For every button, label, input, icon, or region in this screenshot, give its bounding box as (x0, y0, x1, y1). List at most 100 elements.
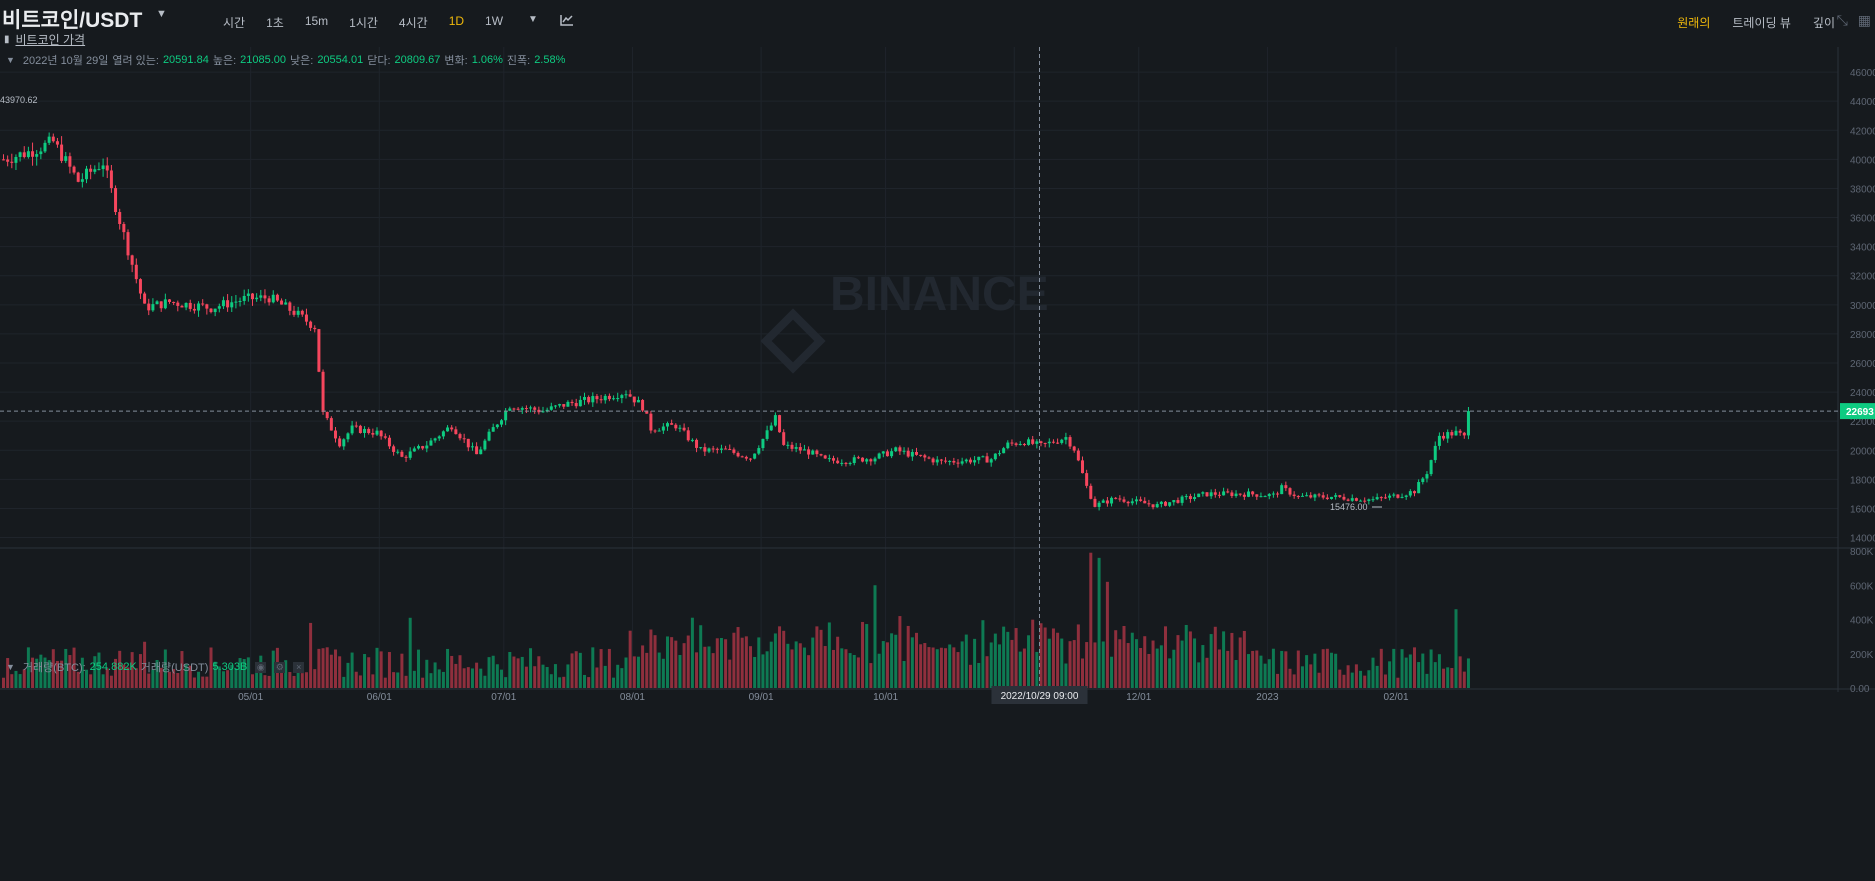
collapse-caret-icon[interactable]: ▼ (6, 55, 15, 65)
interval-1d[interactable]: 1D (448, 14, 465, 28)
candle-body (612, 398, 616, 400)
volume-bar (450, 655, 454, 688)
interval-more-icon[interactable]: ▼ (528, 14, 538, 25)
indicator-icon[interactable] (560, 14, 574, 31)
volume-bar (234, 668, 238, 688)
chart-area[interactable]: BINANCE 48000.00 46000.00 44000.00 42000.00 4… (0, 47, 1875, 881)
volume-bar (707, 646, 711, 688)
volume-bar (881, 641, 885, 688)
candle-body (520, 408, 524, 410)
price-chart-svg[interactable]: BINANCE 48000.00 46000.00 44000.00 42000.00 4… (0, 47, 1875, 881)
volume-tick-label: 0.00 (1850, 684, 1870, 695)
candle-body (1242, 494, 1246, 497)
candle-body (1085, 473, 1089, 486)
close-icon[interactable]: × (293, 661, 305, 673)
settings-icon[interactable]: ⚙ (274, 661, 286, 673)
max-price-label: 43970.62 (0, 95, 38, 105)
candle-body (85, 168, 88, 180)
price-tick-label: 24000.00 (1850, 388, 1875, 399)
volume-bar (14, 670, 18, 688)
volume-bar (529, 648, 533, 688)
volume-bar (122, 664, 126, 688)
candle-body (944, 460, 948, 462)
price-info-link[interactable]: 비트코인 가격 (15, 33, 86, 47)
caret-down-icon[interactable]: ▼ (156, 8, 167, 20)
volume-bar (396, 672, 400, 688)
candle-body (1002, 448, 1006, 454)
interval-time[interactable]: 시간 (223, 16, 246, 30)
interval-1h[interactable]: 1시간 (349, 16, 378, 30)
candle-body (64, 156, 68, 161)
candle-body (383, 436, 387, 438)
candle-body (1118, 498, 1122, 500)
view-depth[interactable]: 깊이 (1812, 16, 1835, 30)
volume-bar (317, 648, 321, 688)
candle-body (155, 301, 159, 305)
volume-bar (1035, 651, 1039, 688)
volume-bar (1043, 627, 1047, 688)
view-tradingview[interactable]: 트레이딩 뷰 (1732, 16, 1791, 30)
layout-icon[interactable]: ▦ (1857, 12, 1871, 28)
interval-1w[interactable]: 1W (485, 14, 504, 28)
chart-toolbar: ⤡ ▦ (1837, 12, 1871, 29)
volume-bar (126, 667, 130, 688)
interval-15m[interactable]: 15m (304, 14, 329, 28)
candle-body (1114, 497, 1118, 499)
candle-body (1371, 499, 1375, 501)
candle-body (450, 427, 454, 430)
volume-bar (1010, 639, 1014, 688)
eye-icon[interactable]: ◉ (255, 661, 267, 673)
candle-body (18, 152, 22, 157)
view-original[interactable]: 원래의 (1677, 16, 1711, 30)
candle-body (408, 451, 412, 458)
volume-bar (807, 655, 811, 688)
interval-1s[interactable]: 1초 (266, 16, 284, 30)
volume-bar (1400, 649, 1404, 688)
volume-bar (1118, 639, 1122, 688)
candle-body (1338, 495, 1342, 497)
candle-body (1205, 492, 1209, 497)
crosshair-date-tag (991, 686, 1088, 704)
candle-body (313, 327, 317, 330)
volume-bar (379, 651, 383, 688)
time-tick-label: 09/01 (749, 692, 774, 703)
candle-body (1413, 491, 1416, 494)
volume-bar (690, 617, 694, 688)
candle-body (246, 293, 250, 296)
candle-body (1292, 494, 1296, 497)
crosshair-date-label: 2022/10/29 09:00 (1001, 691, 1079, 702)
candle-body (773, 415, 777, 426)
candle-body (284, 302, 288, 305)
volume-bar (1342, 674, 1346, 688)
collapse-icon[interactable]: ⤡ (1836, 12, 1848, 28)
volume-bar (981, 620, 985, 688)
interval-4h[interactable]: 4시간 (398, 16, 428, 30)
candle-body (151, 304, 155, 311)
candle-body (97, 169, 101, 171)
time-tick-label: 02/01 (1384, 692, 1409, 703)
candle-body (1437, 435, 1441, 446)
price-tick-label: 26000.00 (1850, 359, 1875, 370)
candle-body (1134, 499, 1138, 502)
volume-bar (964, 634, 968, 688)
volume-bar (628, 630, 632, 688)
candle-body (956, 462, 960, 464)
candle-body (516, 408, 520, 410)
candle-body (6, 159, 10, 162)
candle-body (624, 394, 628, 396)
candle-body (1180, 496, 1184, 503)
volume-bar (1014, 628, 1018, 688)
volume-bar (827, 622, 831, 688)
volume-collapse-caret-icon[interactable]: ▼ (6, 662, 15, 672)
volume-bar (491, 655, 495, 688)
candle-body (1110, 497, 1114, 504)
volume-bar (583, 674, 586, 688)
volume-bar (749, 646, 752, 688)
candle-body (375, 430, 379, 435)
volume-bar (163, 649, 167, 688)
candle-body (811, 450, 815, 455)
volume-bar (1300, 666, 1304, 688)
candle-body (334, 430, 337, 439)
candle-body (1101, 500, 1105, 503)
volume-bar (674, 640, 678, 688)
